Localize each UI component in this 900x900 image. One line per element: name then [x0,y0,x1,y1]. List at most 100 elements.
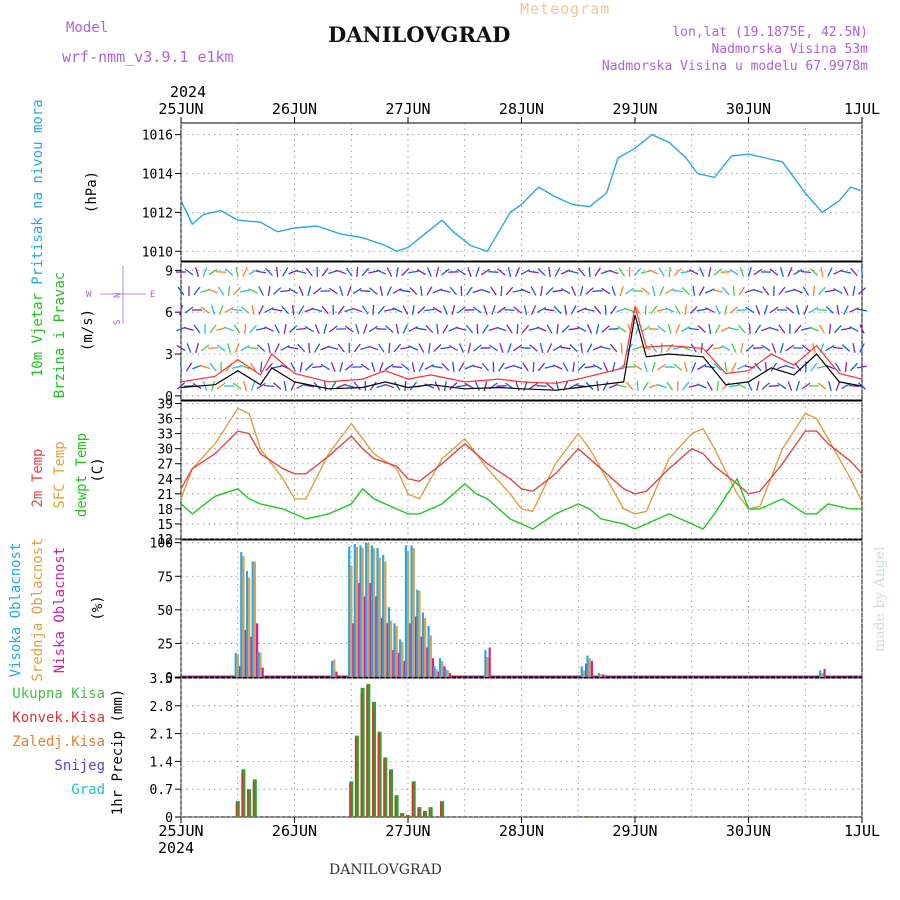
total-precip-bar [354,735,359,817]
cloud-bar [433,666,436,677]
wind-barb [240,289,251,293]
wind-barb [800,270,811,274]
wind-barb [465,324,474,334]
wind-barb [849,307,859,313]
wind-barb [232,308,243,312]
cloud-bar [353,544,356,677]
wind-barb [643,362,648,372]
wind-barb [458,362,465,372]
cloud-bar [238,666,242,677]
wind-barb [272,365,283,369]
model-elevation-label: Nadmorska Visina u modelu 67.9978m [601,59,868,74]
conv-precip-bar [241,773,243,817]
wind-barb [681,287,690,295]
wind-barb [249,362,257,372]
wind-barb [337,305,345,315]
wind-barb [193,324,201,334]
wind-barb [696,383,707,389]
wind-barb [408,345,419,351]
wind-barb [441,268,450,276]
wind-barb [452,361,455,373]
wind-barb [592,290,603,292]
precip-legend-label: Snijeg [54,758,105,774]
wind-barb [432,365,443,369]
wind-barb [244,323,247,335]
wind-barb [185,362,193,372]
panel-labels: N W E S Pritisak na nivou mora (hPa) 10m Vjeta… [8,99,155,815]
temp-ytick-label: 24 [157,473,173,488]
wind-barb [489,344,498,352]
wind-barb [728,384,739,388]
dewpt-line [180,477,862,530]
wind-barb [537,268,546,276]
wind-barb [769,268,779,276]
temp-ytick-label: 15 [157,518,173,533]
wind-barb [778,286,786,296]
wind-barb [491,305,496,315]
wind-barb [420,285,423,297]
cloud-ylabel-unit: (%) [90,595,106,620]
wind-barb [844,361,848,373]
conv-precip-bar [372,705,374,817]
wind-barb [553,306,562,314]
wind-barb [361,267,370,277]
wind-barb [424,364,435,370]
wind-barb [352,307,363,313]
wind-barb [608,383,619,389]
wind-barb [737,383,747,389]
conv-precip-bar [366,685,368,817]
wind-barb [856,308,868,312]
wind-barb [732,285,735,297]
wind-barb [528,270,539,274]
wind-barb [681,325,691,333]
cloud-bar [240,552,243,677]
wind-barb [828,323,832,335]
year-bottom: 2024 [158,839,195,857]
wind-barb [392,307,403,313]
wind-barb [812,285,816,297]
wind-barb [608,328,619,330]
wind-barb [592,345,603,351]
total-precip-bar [394,795,399,817]
wind-barb [392,288,403,294]
cloud-bar [588,658,591,677]
wind-barb [176,382,186,390]
wind-barb [320,363,330,371]
total-precip-bar [377,731,382,817]
wind-barb [490,286,497,296]
wind-barb [178,305,184,315]
wind-barb [617,325,627,333]
wind-barb [435,266,440,278]
wind-barb [576,326,587,332]
wind-barb [682,381,690,391]
temp-ytick-label: 36 [157,413,173,428]
wind-barb [536,326,547,332]
wind-barb [603,362,609,372]
total-precip-bar [428,807,433,817]
wind-barb [657,363,667,371]
cloud-bar [363,596,366,677]
wind-barb [793,288,803,294]
wind-barb [386,267,393,277]
temp-ylabel-sfc: SFC Temp [52,441,68,508]
wind-barb [448,326,459,332]
total-precip-bar [252,779,257,817]
wind-barb [280,289,291,293]
wind-barb [411,361,416,373]
wind-barb [641,325,651,333]
precip-ytick-label: 0 [165,811,173,826]
wind-barb [672,289,683,293]
wind-barb [200,344,210,352]
precip-frame [180,677,863,818]
wind-barb [712,346,723,350]
wind-barb [362,324,368,334]
wind-barb [376,383,387,389]
wind-barb [368,345,379,351]
wind-barb [595,323,600,335]
wind-barb [240,364,251,370]
wind-barb [346,286,352,296]
wind-barb [552,345,563,351]
total-precip-bar [241,769,246,817]
wind-barb [224,268,234,276]
t2m-line [180,430,863,495]
